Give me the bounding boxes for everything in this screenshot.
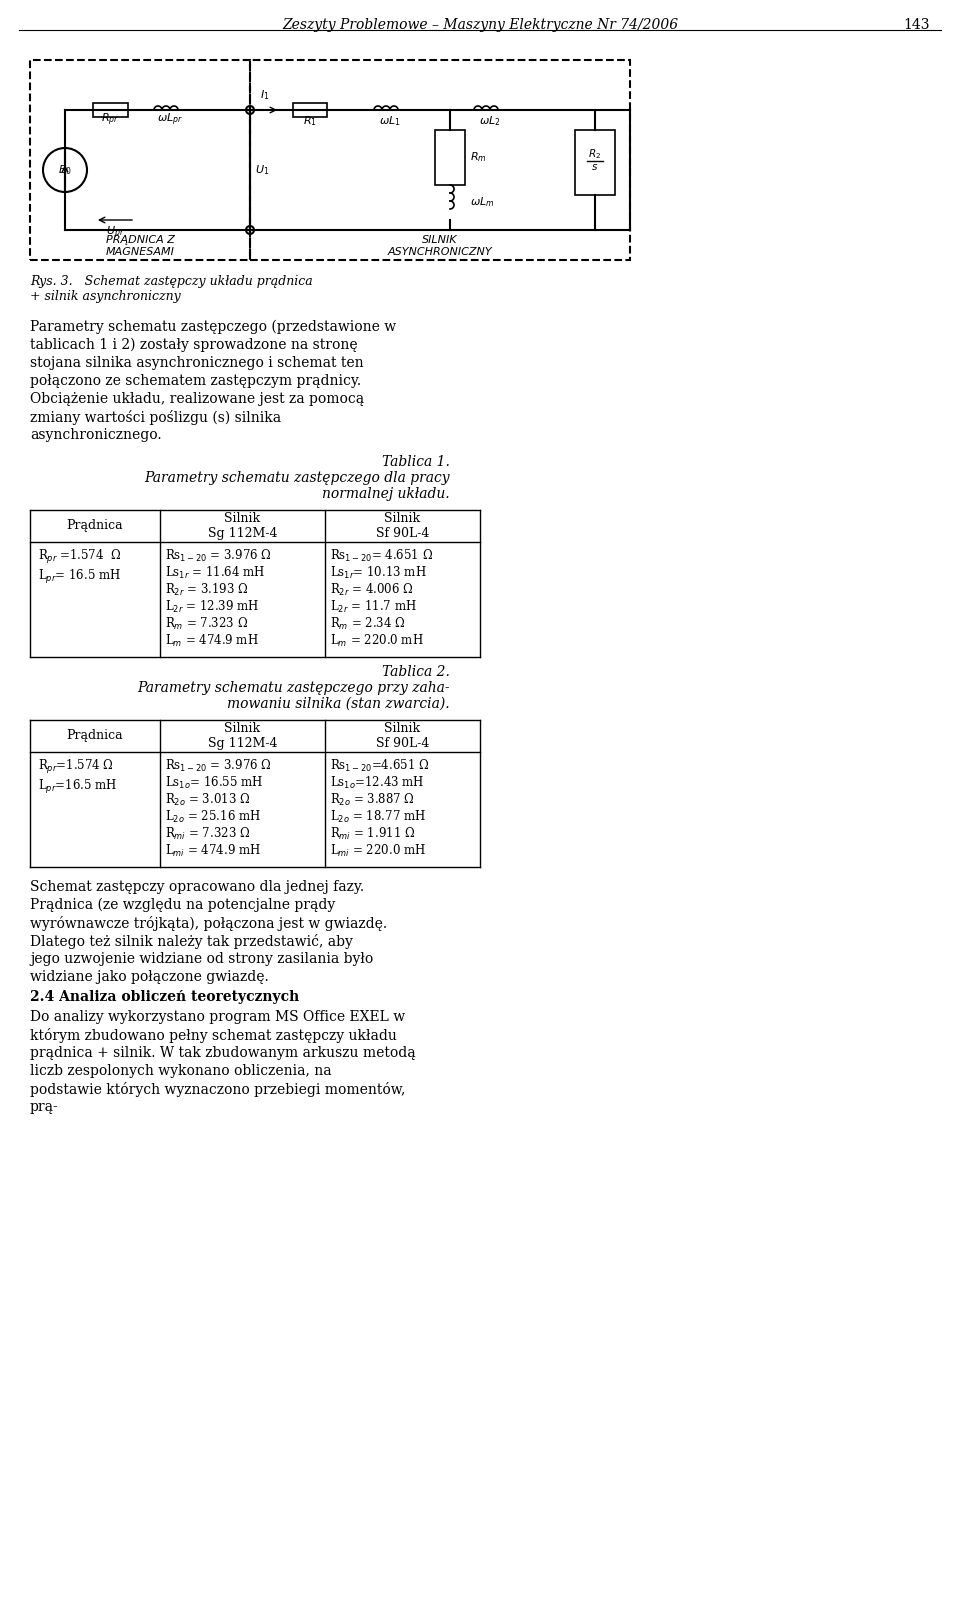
Text: Prądnica (ze względu na potencjalne prądy: Prądnica (ze względu na potencjalne prąd… [30,899,335,913]
Text: 143: 143 [903,18,930,32]
Text: R$_{pr}$ =1.574  Ω
L$_{pr}$= 16.5 mH: R$_{pr}$ =1.574 Ω L$_{pr}$= 16.5 mH [38,548,121,587]
Bar [293,102,327,117]
Bar [435,130,465,185]
Text: $R_1$: $R_1$ [303,114,317,128]
Text: Ls$_{1o}$= 16.55 mH: Ls$_{1o}$= 16.55 mH [165,776,263,792]
Text: R$_{pr}$=1.574 Ω
L$_{pr}$=16.5 mH: R$_{pr}$=1.574 Ω L$_{pr}$=16.5 mH [38,758,117,796]
Text: L$_{2o}$ = 18.77 mH: L$_{2o}$ = 18.77 mH [330,809,426,825]
Text: Obciążenie układu, realizowane jest za pomocą: Obciążenie układu, realizowane jest za p… [30,392,364,406]
Text: L$_{mi}$ = 474.9 mH: L$_{mi}$ = 474.9 mH [165,843,261,859]
Text: asynchronicznego.: asynchronicznego. [30,429,161,441]
Text: wyrównawcze trójkąta), połączona jest w gwiazdę.: wyrównawcze trójkąta), połączona jest w … [30,916,387,931]
Text: Dlatego też silnik należy tak przedstawić, aby: Dlatego też silnik należy tak przedstawi… [30,934,353,948]
Text: R$_m$ = 7.323 Ω: R$_m$ = 7.323 Ω [165,616,248,632]
Text: $R_{pr}$: $R_{pr}$ [101,112,119,128]
Text: Parametry schematu zastępczego przy zaha-: Parametry schematu zastępczego przy zaha… [137,681,450,696]
Text: Prądnica: Prądnica [66,520,123,532]
Text: Rs$_{1-20}$=4.651 Ω: Rs$_{1-20}$=4.651 Ω [330,758,429,774]
Text: Do analizy wykorzystano program MS Office EXEL w: Do analizy wykorzystano program MS Offic… [30,1011,405,1023]
Text: jego uzwojenie widziane od strony zasilania było: jego uzwojenie widziane od strony zasila… [30,951,373,966]
Text: $s$: $s$ [591,161,599,171]
Text: Zeszyty Problemowe – Maszyny Elektryczne Nr 74/2006: Zeszyty Problemowe – Maszyny Elektryczne… [282,18,678,32]
Text: Parametry schematu zastępczego dla pracy: Parametry schematu zastępczego dla pracy [144,472,450,484]
Text: R$_m$ = 2.34 Ω: R$_m$ = 2.34 Ω [330,616,405,632]
Text: stojana silnika asynchronicznego i schemat ten: stojana silnika asynchronicznego i schem… [30,357,364,369]
Text: R$_{2r}$ = 4.006 Ω: R$_{2r}$ = 4.006 Ω [330,582,414,598]
Text: widziane jako połączone gwiazdę.: widziane jako połączone gwiazdę. [30,971,269,983]
Text: L$_{mi}$ = 220.0 mH: L$_{mi}$ = 220.0 mH [330,843,426,859]
Text: Rys. 3.   Schemat zastępczy układu prądnica
+ silnik asynchroniczny: Rys. 3. Schemat zastępczy układu prądnic… [30,275,313,302]
Text: Schemat zastępczy opracowano dla jednej fazy.: Schemat zastępczy opracowano dla jednej … [30,879,364,894]
Text: Silnik
Sg 112M-4: Silnik Sg 112M-4 [207,723,277,750]
Bar [92,102,128,117]
Text: PRĄDNICA Z
MAGNESAMI: PRĄDNICA Z MAGNESAMI [106,235,175,256]
Text: Rs$_{1-20}$ = 3.976 Ω: Rs$_{1-20}$ = 3.976 Ω [165,758,272,774]
Text: podstawie których wyznaczono przebiegi momentów,: podstawie których wyznaczono przebiegi m… [30,1083,405,1097]
Text: R$_{2o}$ = 3.013 Ω: R$_{2o}$ = 3.013 Ω [165,792,251,807]
Text: L$_{2r}$ = 12.39 mH: L$_{2r}$ = 12.39 mH [165,600,259,616]
Text: Parametry schematu zastępczego (przedstawione w: Parametry schematu zastępczego (przedsta… [30,320,396,334]
Text: Silnik
Sf 90L-4: Silnik Sf 90L-4 [375,723,429,750]
Text: 2.4 Analiza obliczeń teoretycznych: 2.4 Analiza obliczeń teoretycznych [30,990,300,1004]
Text: $E_0$: $E_0$ [59,163,72,177]
Text: R$_{2r}$ = 3.193 Ω: R$_{2r}$ = 3.193 Ω [165,582,249,598]
Bar [575,130,615,195]
Text: Rs$_{1-20}$ = 3.976 Ω: Rs$_{1-20}$ = 3.976 Ω [165,548,272,564]
Text: $\omega L_2$: $\omega L_2$ [479,114,501,128]
Text: Ls$_{1o}$=12.43 mH: Ls$_{1o}$=12.43 mH [330,776,424,792]
Text: $U_1$: $U_1$ [255,163,270,177]
Text: liczb zespolonych wykonano obliczenia, na: liczb zespolonych wykonano obliczenia, n… [30,1063,331,1078]
Text: tablicach 1 i 2) zostały sprowadzone na stronę: tablicach 1 i 2) zostały sprowadzone na … [30,337,358,352]
Text: R$_{mi}$ = 1.911 Ω: R$_{mi}$ = 1.911 Ω [330,827,416,843]
Text: Rs$_{1-20}$= 4.651 Ω: Rs$_{1-20}$= 4.651 Ω [330,548,433,564]
Text: L$_m$ = 220.0 mH: L$_m$ = 220.0 mH [330,633,423,649]
Text: L$_m$ = 474.9 mH: L$_m$ = 474.9 mH [165,633,258,649]
Text: R$_{2o}$ = 3.887 Ω: R$_{2o}$ = 3.887 Ω [330,792,415,807]
Text: L$_{2r}$ = 11.7 mH: L$_{2r}$ = 11.7 mH [330,600,417,616]
Text: Tablica 2.: Tablica 2. [382,665,450,680]
Text: prądnica + silnik. W tak zbudowanym arkuszu metodą: prądnica + silnik. W tak zbudowanym arku… [30,1046,416,1060]
Text: R$_{mi}$ = 7.323 Ω: R$_{mi}$ = 7.323 Ω [165,827,251,843]
Text: Ls$_{1r}$= 10.13 mH: Ls$_{1r}$= 10.13 mH [330,564,426,580]
Text: Tablica 1.: Tablica 1. [382,456,450,469]
Text: $R_m$: $R_m$ [470,150,487,165]
Text: mowaniu silnika (stan zwarcia).: mowaniu silnika (stan zwarcia). [228,697,450,712]
Text: $R_2$: $R_2$ [588,147,602,161]
Text: $\omega L_{pr}$: $\omega L_{pr}$ [157,112,183,128]
Text: normalnej układu.: normalnej układu. [323,488,450,500]
Text: którym zbudowano pełny schemat zastępczy układu: którym zbudowano pełny schemat zastępczy… [30,1028,396,1043]
Text: $U_{pr}$: $U_{pr}$ [106,225,125,241]
Text: Prądnica: Prądnica [66,729,123,742]
Text: $\omega L_1$: $\omega L_1$ [379,114,401,128]
Text: połączono ze schematem zastępczym prądnicy.: połączono ze schematem zastępczym prądni… [30,374,361,389]
Text: L$_{2o}$ = 25.16 mH: L$_{2o}$ = 25.16 mH [165,809,261,825]
Text: SILNIK
ASYNCHRONICZNY: SILNIK ASYNCHRONICZNY [388,235,492,256]
Text: Ls$_{1r}$ = 11.64 mH: Ls$_{1r}$ = 11.64 mH [165,564,265,580]
Text: prą-: prą- [30,1100,59,1115]
Text: $\omega L_m$: $\omega L_m$ [470,195,494,209]
Text: Silnik
Sf 90L-4: Silnik Sf 90L-4 [375,512,429,540]
Text: Silnik
Sg 112M-4: Silnik Sg 112M-4 [207,512,277,540]
Text: $I_1$: $I_1$ [260,88,270,102]
Text: zmiany wartości poślizgu (s) silnika: zmiany wartości poślizgu (s) silnika [30,409,281,425]
